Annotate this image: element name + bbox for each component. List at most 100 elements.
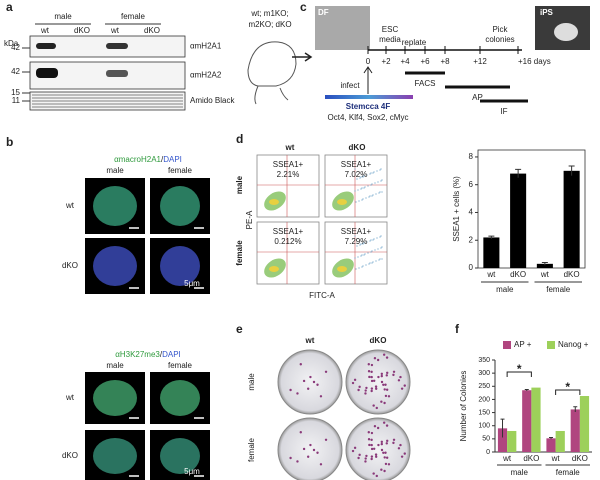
colony <box>380 400 383 403</box>
colony <box>370 455 374 458</box>
lane-label: dKO <box>144 26 160 35</box>
legend-swatch <box>547 341 555 349</box>
cell-dot <box>374 182 376 184</box>
y-tick-label: 0 <box>486 449 490 456</box>
nucleus <box>93 246 137 286</box>
colony <box>554 23 578 41</box>
blot-label: Amido Black <box>190 96 235 105</box>
colony <box>370 375 373 379</box>
cell-dot <box>354 190 356 192</box>
cell-dot <box>359 177 361 179</box>
nucleus <box>160 438 200 474</box>
y-tick-label: 0 <box>469 263 474 272</box>
cell-dot <box>361 187 363 189</box>
colony <box>387 395 391 398</box>
y-tick-label: 2 <box>469 235 474 244</box>
plot-frame <box>477 149 586 269</box>
bar <box>483 237 500 268</box>
image-label: DF <box>318 8 329 17</box>
cell-dot <box>381 191 383 193</box>
cell-dot <box>367 185 369 187</box>
cell-dot <box>366 174 368 176</box>
bar <box>522 390 532 452</box>
cell-dot <box>371 262 373 264</box>
cell-dot <box>357 189 359 191</box>
colony <box>376 358 380 362</box>
panel-label: f <box>455 322 460 336</box>
row-label: wt <box>65 201 75 210</box>
cell-dot <box>378 259 380 261</box>
y-tick-label: 350 <box>478 357 490 364</box>
assay-label: AP <box>472 93 483 102</box>
colony <box>382 451 385 454</box>
colony <box>374 385 378 388</box>
colony <box>302 447 306 451</box>
colony <box>353 378 357 382</box>
legend-label: Nanog + <box>558 340 589 349</box>
bar <box>507 430 517 452</box>
colony <box>392 438 396 442</box>
cell-cluster <box>337 199 347 205</box>
colony <box>384 451 387 454</box>
colony <box>324 438 328 442</box>
cell-dot <box>369 262 371 264</box>
x-tick-label: wt <box>551 454 561 463</box>
cell-dot <box>380 168 382 170</box>
cell-dot <box>369 173 371 175</box>
gate-label: SSEA1+ <box>341 160 372 169</box>
colony <box>370 363 374 367</box>
colony <box>370 457 373 461</box>
cell-dot <box>381 258 383 260</box>
cell-dot <box>377 248 379 250</box>
step-label: replate <box>402 38 427 47</box>
cell-dot <box>366 241 368 243</box>
cell-dot <box>374 249 376 251</box>
colony <box>380 442 383 446</box>
colony <box>289 456 292 460</box>
cell-dot <box>373 238 375 240</box>
colony <box>370 370 373 374</box>
colony <box>384 462 388 466</box>
colony <box>368 375 371 379</box>
cell-dot <box>362 176 364 178</box>
colony <box>316 451 319 454</box>
colony <box>386 371 389 375</box>
cell-dot <box>380 235 382 237</box>
gate-label: SSEA1+ <box>273 227 304 236</box>
colony <box>392 370 396 374</box>
group-label: female <box>121 12 146 21</box>
colony <box>385 356 389 359</box>
colony <box>384 383 387 386</box>
cell-dot <box>370 239 372 241</box>
colony <box>382 353 386 356</box>
y-axis-label: Number of Colonies <box>459 371 468 442</box>
colony <box>399 443 402 447</box>
cell-dot <box>371 195 373 197</box>
error-bar <box>488 235 495 239</box>
colony <box>385 456 389 459</box>
colony <box>302 379 306 383</box>
cell-cluster <box>269 199 279 205</box>
colony <box>357 388 360 392</box>
colony <box>384 394 388 398</box>
marker-label: 42 <box>11 43 20 52</box>
x-tick-label: dKO <box>564 270 580 279</box>
y-tick-label: 100 <box>478 423 490 430</box>
cell-dot <box>354 257 356 259</box>
panel-label: a <box>6 0 13 14</box>
cell-dot <box>367 252 369 254</box>
colony <box>380 448 384 452</box>
y-tick-label: 150 <box>478 409 490 416</box>
cell-dot <box>362 243 364 245</box>
colony <box>367 438 371 441</box>
colony <box>374 455 378 458</box>
x-tick-label: dKO <box>523 454 539 463</box>
colony <box>358 453 361 457</box>
colony <box>309 375 312 379</box>
unit-label: kDa <box>4 39 19 48</box>
separator: / <box>161 155 164 164</box>
group-label: female <box>546 285 571 294</box>
x-tick-label: dKO <box>572 454 588 463</box>
y-tick-label: 250 <box>478 383 490 390</box>
row-label: wt <box>65 393 75 402</box>
